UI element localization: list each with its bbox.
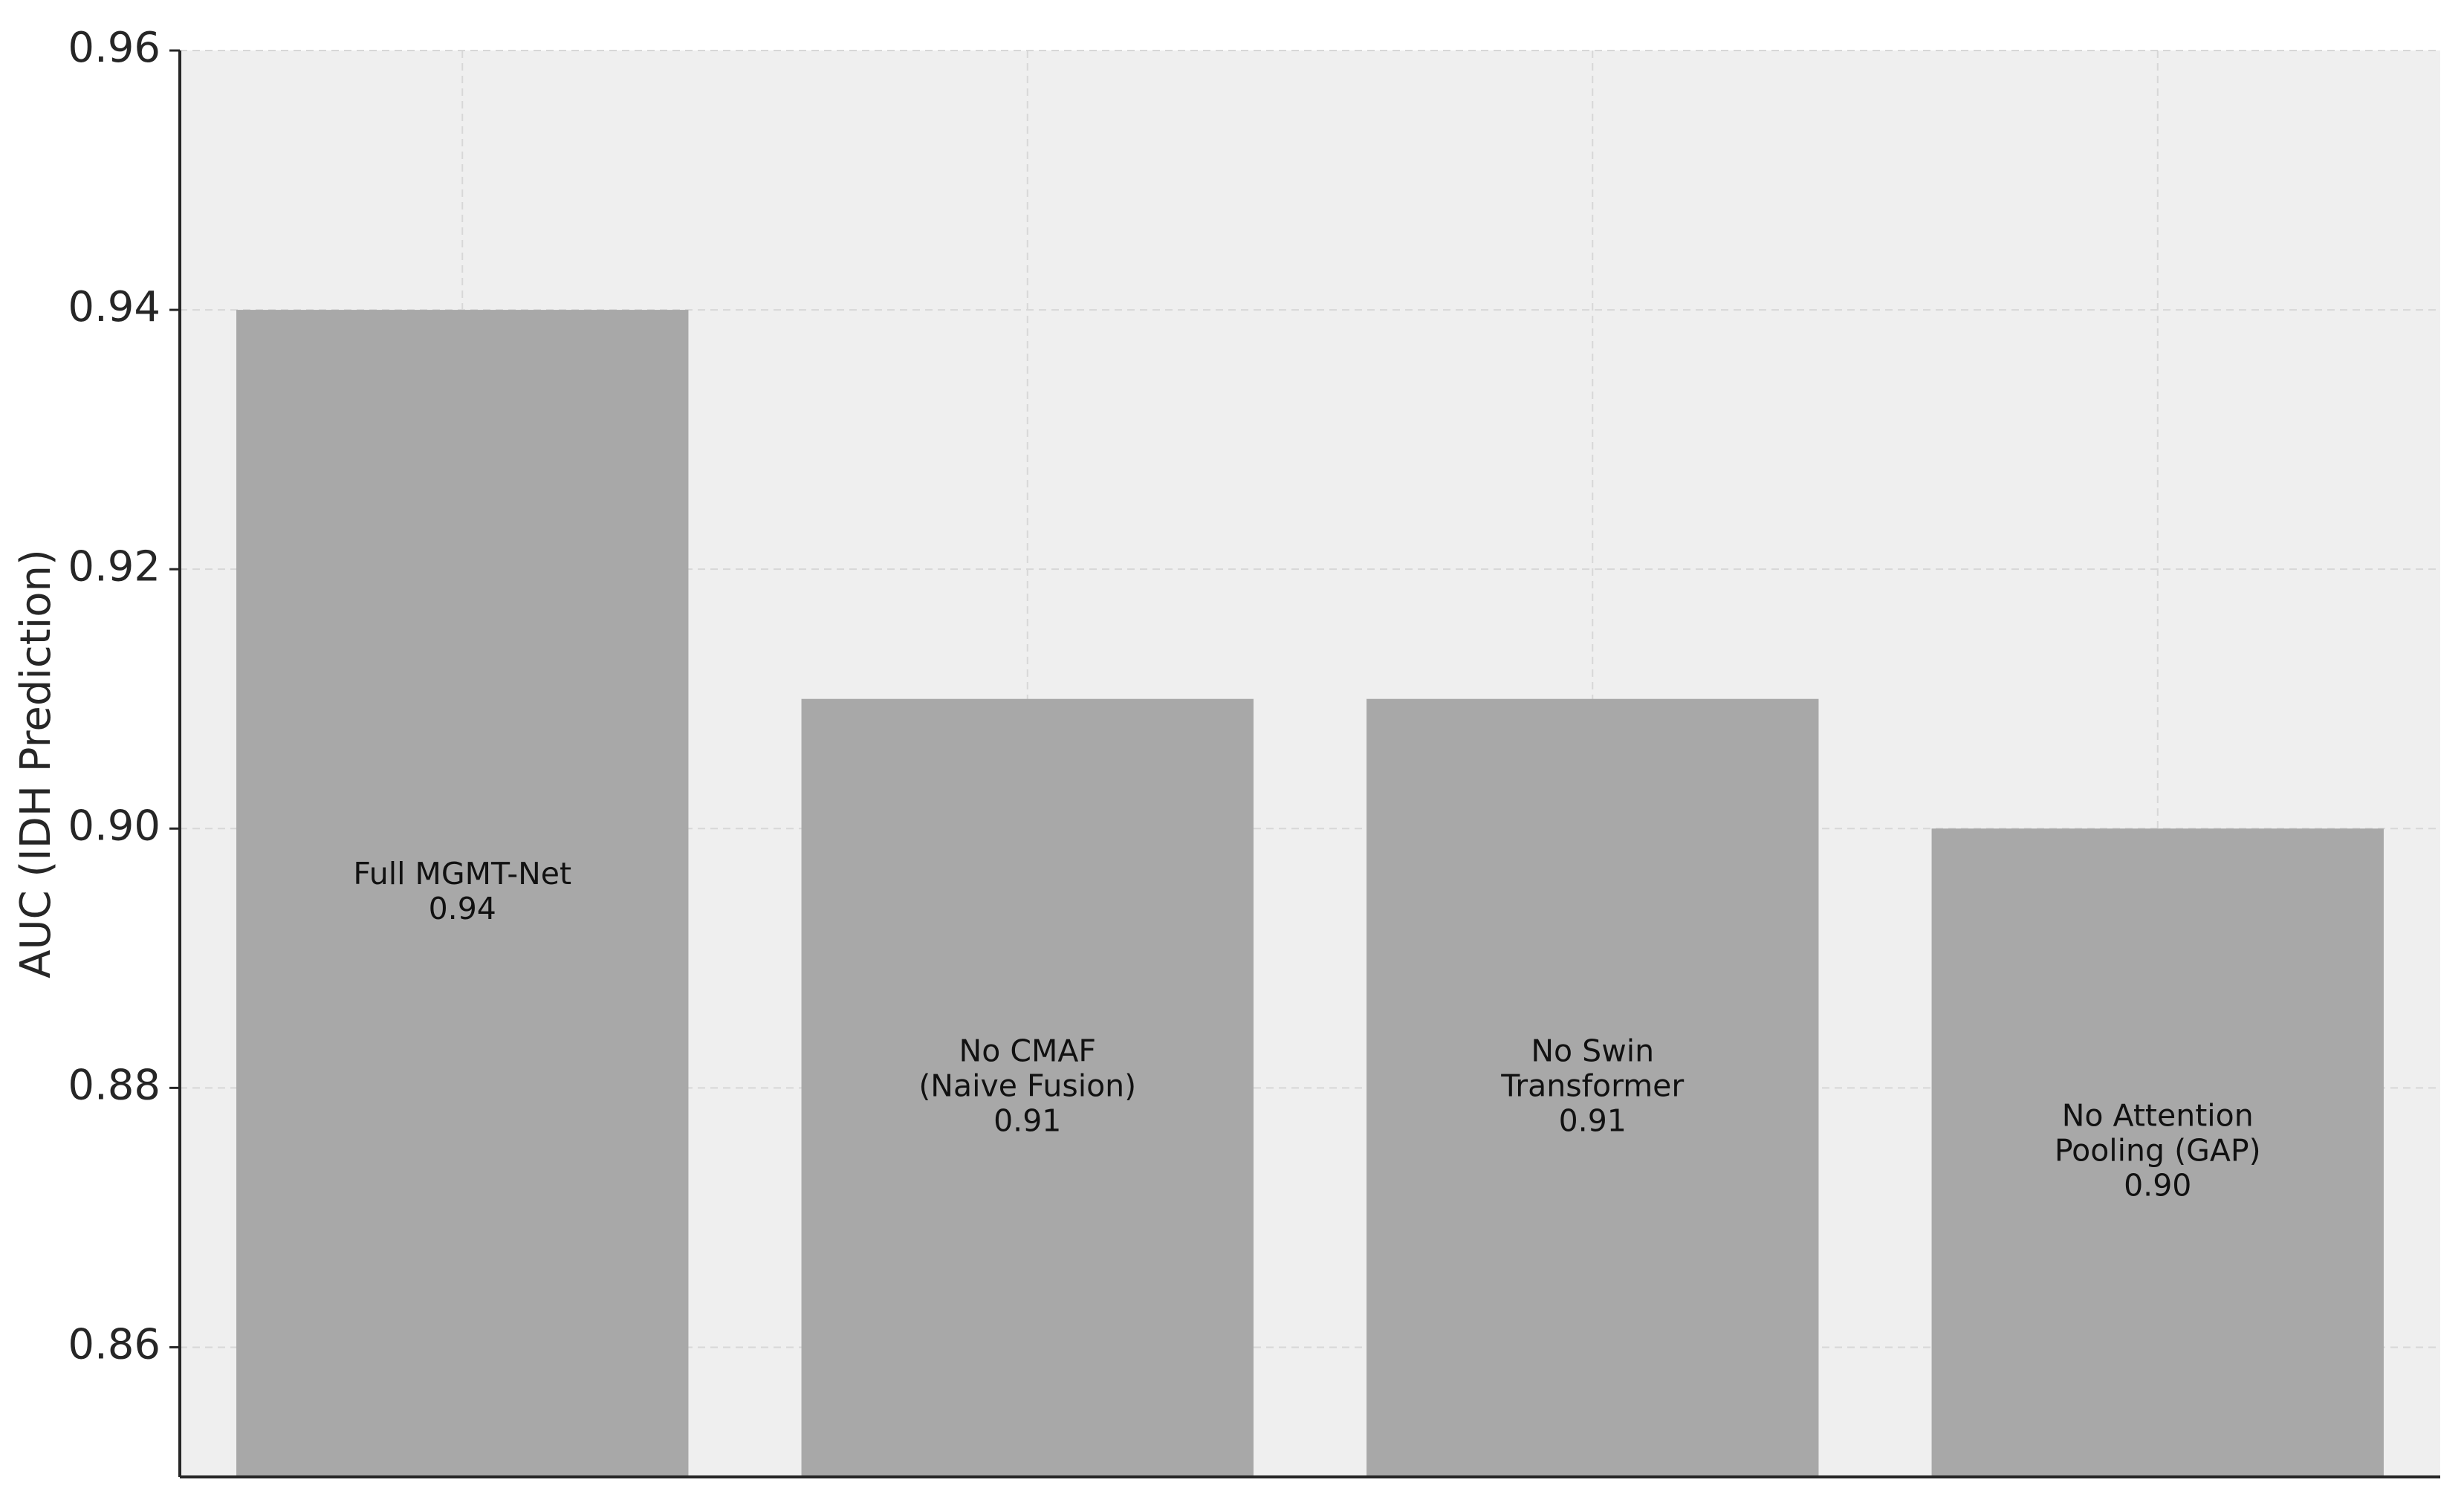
bar-value-label: No CMAF (Naive Fusion) 0.91 — [918, 1033, 1136, 1138]
bars — [236, 310, 2384, 1477]
y-tick-label: 0.96 — [68, 24, 161, 72]
bar-label-line: 0.90 — [2124, 1168, 2191, 1204]
bar-label-line: No Attention — [2062, 1098, 2254, 1134]
bar-label-line: Pooling (GAP) — [2055, 1133, 2261, 1169]
bar-label-line: 0.91 — [1559, 1103, 1627, 1138]
bar-value-label: Full MGMT-Net 0.94 — [353, 856, 571, 926]
bar-label-line: No Swin — [1531, 1033, 1654, 1068]
bar-label-line: 0.94 — [429, 891, 496, 926]
bar-label-line: 0.91 — [993, 1103, 1061, 1138]
bar-label-line: (Naive Fusion) — [918, 1068, 1136, 1103]
y-tick-label: 0.94 — [68, 283, 161, 331]
bar — [1366, 698, 1819, 1477]
bar-value-label: No Swin Transformer 0.91 — [1500, 1033, 1684, 1138]
y-ticks: 0.86 0.88 0.90 0.92 0.94 0.96 — [68, 24, 180, 1369]
bar — [801, 698, 1254, 1477]
bar-label-line: Transformer — [1500, 1068, 1684, 1103]
y-tick-label: 0.90 — [68, 802, 161, 850]
axes — [178, 51, 2440, 1478]
bar-label-line: Full MGMT-Net — [353, 856, 571, 892]
bar-value-label: No Attention Pooling (GAP) 0.90 — [2055, 1098, 2261, 1204]
y-tick-label: 0.88 — [68, 1062, 161, 1110]
y-tick-label: 0.92 — [68, 542, 161, 591]
bar-label-line: No CMAF — [959, 1033, 1096, 1068]
y-axis-title: AUC (IDH Prediction) — [12, 549, 60, 978]
bar — [236, 310, 689, 1477]
bar — [1931, 828, 2384, 1477]
y-tick-label: 0.86 — [68, 1321, 161, 1369]
